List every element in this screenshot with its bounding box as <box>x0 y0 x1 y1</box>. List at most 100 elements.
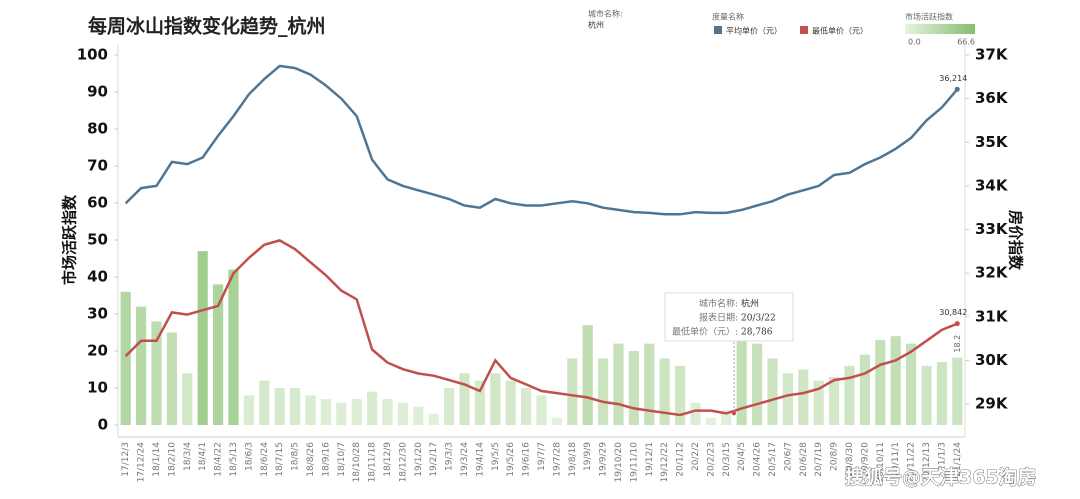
y-tick-label: 0 <box>98 416 108 434</box>
bar <box>598 358 609 425</box>
bar <box>521 388 532 425</box>
legend-label: 最低单价（元） <box>812 26 868 36</box>
x-tick-label: 18/10/28 <box>352 442 362 483</box>
x-tick-label: 19/12/22 <box>660 442 670 482</box>
bar <box>428 413 439 425</box>
x-tick-label: 20/2/23 <box>706 442 716 477</box>
x-tick-label: 18/9/16 <box>321 442 331 477</box>
bar <box>397 402 408 425</box>
bar <box>875 339 886 425</box>
y2-tick-label: 30K <box>975 351 1009 369</box>
x-tick-label: 20/6/7 <box>783 442 793 471</box>
bar <box>736 336 747 425</box>
bar <box>382 399 393 425</box>
x-tick-label: 19/3/24 <box>460 442 470 477</box>
bar <box>290 388 301 425</box>
x-tick-label: 20/8/30 <box>845 442 855 477</box>
x-tick-label: 18/8/26 <box>306 442 316 477</box>
x-tick-label: 19/9/29 <box>599 442 609 477</box>
x-tick-label: 19/2/17 <box>429 442 439 477</box>
bar <box>305 395 316 425</box>
x-tick-label: 19/7/28 <box>552 442 562 477</box>
x-tick-label: 19/5/5 <box>491 442 501 471</box>
x-tick-label: 20/2/2 <box>691 442 701 471</box>
bar <box>259 380 270 425</box>
x-tick-label: 19/4/14 <box>475 442 485 477</box>
bar <box>197 251 208 425</box>
x-tick-label: 19/5/26 <box>506 442 516 477</box>
bar <box>582 325 593 425</box>
bar <box>659 358 670 425</box>
y-tick-label: 80 <box>87 120 108 138</box>
x-tick-label: 20/10/11 <box>876 442 886 482</box>
y-tick-label: 30 <box>87 305 108 323</box>
legend-title: 城市名称: <box>588 9 623 19</box>
value-label: 30,842 <box>939 308 967 317</box>
x-tick-label: 20/4/26 <box>753 442 763 477</box>
y-tick-label: 60 <box>87 194 108 212</box>
bar <box>936 362 947 425</box>
bar <box>182 373 193 425</box>
y-tick-label: 50 <box>87 231 108 249</box>
x-tick-label: 18/8/5 <box>291 442 301 471</box>
line <box>124 239 958 417</box>
y-tick-label: 90 <box>87 83 108 101</box>
bar <box>567 358 578 425</box>
x-tick-label: 18/7/15 <box>275 442 285 477</box>
watermark: 搜狐号@天津365淘房 <box>845 466 1037 489</box>
x-tick-label: 17/12/3 <box>121 442 131 477</box>
tooltip-value: 20/3/22 <box>741 314 776 324</box>
point <box>954 86 960 92</box>
legend-title: 市场活跃指数 <box>905 12 953 22</box>
bar <box>690 402 701 425</box>
x-tick-label: 20/11/1 <box>891 442 901 477</box>
bar <box>644 343 655 425</box>
bar <box>782 373 793 425</box>
color-legend-max: 66.6 <box>957 38 975 47</box>
tooltip-label: 最低单价（元）: <box>672 326 738 338</box>
x-tick-label: 20/9/20 <box>860 442 870 477</box>
x-tick-label: 20/5/17 <box>768 442 778 477</box>
bar <box>444 388 455 425</box>
x-tick-label: 21/1/3 <box>937 442 947 471</box>
x-tick-label: 18/2/10 <box>167 442 177 477</box>
bar <box>798 369 809 425</box>
legend-city: 杭州 <box>588 20 604 30</box>
color-legend <box>905 24 975 34</box>
bar <box>336 402 347 425</box>
bar <box>243 395 254 425</box>
y2-tick-label: 34K <box>975 176 1009 194</box>
x-tick-label: 18/12/9 <box>383 442 393 477</box>
x-tick-label: 18/4/1 <box>198 442 208 471</box>
bar <box>752 343 763 425</box>
bar <box>952 357 963 425</box>
x-tick-label: 20/1/12 <box>676 442 686 477</box>
bar <box>613 343 624 425</box>
y2-tick-label: 32K <box>975 264 1009 282</box>
y2-tick-label: 29K <box>975 395 1009 413</box>
x-tick-label: 18/1/14 <box>152 442 162 477</box>
x-tick-label: 17/12/24 <box>137 442 147 483</box>
tooltip-point <box>732 411 736 416</box>
x-tick-label: 18/6/3 <box>244 442 254 471</box>
y2-tick-label: 35K <box>975 133 1009 151</box>
tooltip-value: 28,786 <box>741 328 773 338</box>
plot: 36,214 30,842 <box>120 64 967 425</box>
bar <box>274 388 285 425</box>
x-tick-label: 18/11/18 <box>368 442 378 483</box>
point <box>954 321 960 327</box>
bar <box>320 399 331 425</box>
bar <box>228 269 239 425</box>
x-tick-label: 21/1/24 <box>953 442 963 477</box>
x-tick-label: 18/4/22 <box>214 442 224 477</box>
bar <box>136 306 147 425</box>
legend-swatch <box>800 26 808 34</box>
line <box>124 64 959 216</box>
x-tick-label: 20/6/28 <box>799 442 809 477</box>
x-tick-label: 18/10/7 <box>337 442 347 477</box>
bar <box>721 410 732 425</box>
chart-title: 每周冰山指数变化趋势_杭州 <box>88 15 326 38</box>
value-label: 36,214 <box>939 74 967 83</box>
y2-axis-title: 房价指数 <box>1007 210 1025 271</box>
